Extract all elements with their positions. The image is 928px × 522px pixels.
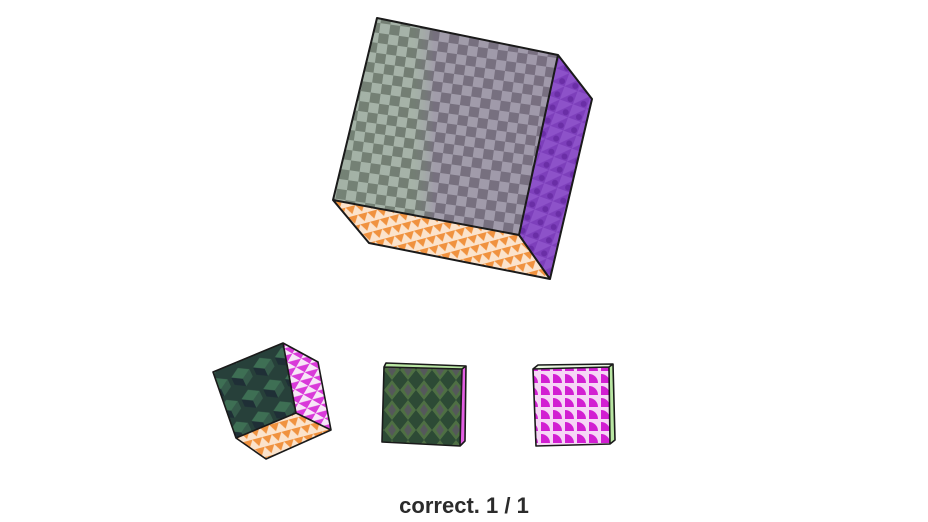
target-cube-edges (332, 17, 593, 280)
choice-cube-1-front-face (213, 343, 296, 438)
target-cube-bottom-face (333, 200, 550, 279)
target-cube-front-tint (333, 18, 558, 235)
choice-cube-1[interactable] (212, 342, 332, 460)
choice-cube-3[interactable] (532, 363, 616, 447)
choice-cube-2[interactable] (381, 362, 467, 447)
target-cube (332, 17, 593, 280)
choice-cube-2-edges (381, 362, 467, 447)
choice-cube-2-front-face (382, 367, 462, 446)
choice-cube-1-edges (212, 342, 332, 460)
status-text: correct. 1 / 1 (399, 493, 529, 518)
choice-cube-1-right-face (283, 343, 331, 430)
target-cube-right-face (519, 55, 592, 279)
choice-cube-3-edges (532, 363, 616, 447)
choice-cube-1-bottom-face (236, 413, 331, 459)
choice-cube-3-front-face (533, 367, 610, 446)
